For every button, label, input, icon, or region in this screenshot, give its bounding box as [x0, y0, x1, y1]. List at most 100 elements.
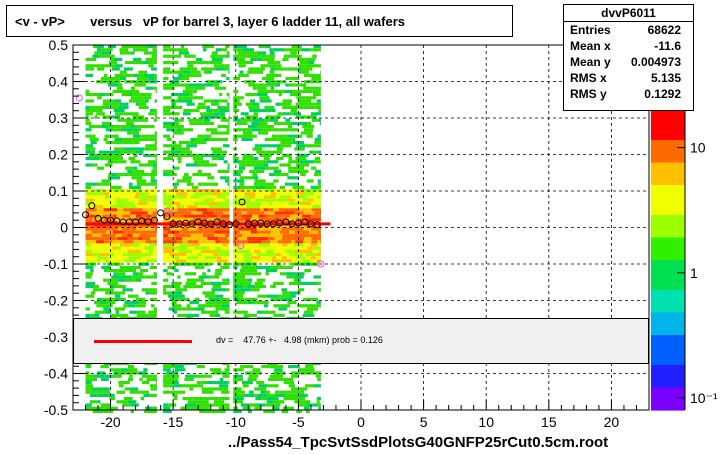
heatmap-cell	[194, 201, 200, 205]
heatmap-cell	[307, 121, 312, 125]
heatmap-cell	[195, 137, 204, 141]
heatmap-cell	[315, 105, 321, 109]
heatmap-cell	[117, 249, 122, 253]
heatmap-cell	[252, 253, 257, 257]
heatmap-cell	[91, 243, 100, 247]
heatmap-cell	[97, 67, 105, 71]
heatmap-cell	[109, 253, 114, 257]
heatmap-cell	[154, 73, 157, 77]
heatmap-cell	[163, 61, 170, 65]
heatmap-cell	[264, 217, 275, 221]
heatmap-cell	[113, 272, 117, 276]
heatmap-cell	[283, 397, 295, 401]
heatmap-cell	[85, 275, 92, 279]
heatmap-cell	[204, 294, 216, 298]
heatmap-cell	[197, 214, 207, 218]
colorbar-segment	[651, 282, 685, 291]
heatmap-cell	[305, 144, 317, 148]
heatmap-cell	[288, 182, 293, 186]
heatmap-cell	[148, 144, 157, 148]
heatmap-cell	[215, 313, 221, 317]
heatmap-cell	[135, 89, 140, 93]
heatmap-cell	[296, 144, 306, 148]
heatmap-cell	[221, 256, 229, 260]
heatmap-cell	[247, 125, 257, 129]
heatmap-cell	[133, 201, 138, 205]
heatmap-cell	[120, 265, 126, 269]
heatmap-cell	[269, 118, 279, 122]
heatmap-cell	[105, 93, 114, 97]
heatmap-cell	[221, 214, 230, 218]
heatmap-cell	[271, 134, 278, 138]
heatmap-cell	[167, 195, 178, 199]
heatmap-cell	[139, 243, 150, 247]
heatmap-cell	[119, 89, 131, 93]
heatmap-cell	[127, 230, 140, 234]
heatmap-cell	[253, 86, 257, 90]
heatmap-cell	[109, 368, 114, 372]
heatmap-cell	[236, 121, 248, 125]
heatmap-cell	[121, 128, 133, 132]
heatmap-cell	[288, 310, 298, 314]
heatmap-cell	[286, 233, 298, 237]
stats-name: dvvP6011	[564, 5, 693, 22]
heatmap-cell	[279, 230, 290, 234]
heatmap-cell	[171, 54, 182, 58]
heatmap-cell	[287, 265, 293, 269]
colorbar-segment	[651, 222, 685, 231]
heatmap-cell	[233, 118, 242, 122]
heatmap-cell	[249, 403, 258, 407]
heatmap-cell	[96, 390, 103, 394]
heatmap-cell	[298, 403, 307, 407]
heatmap-cell	[108, 105, 119, 109]
heatmap-cell	[211, 189, 220, 193]
heatmap-cell	[258, 70, 264, 74]
heatmap-cell	[137, 128, 142, 132]
heatmap-cell	[255, 192, 262, 196]
heatmap-cell	[163, 233, 169, 237]
heatmap-cell	[240, 185, 246, 189]
heatmap-cell	[102, 214, 114, 218]
heatmap-cell	[128, 195, 135, 199]
heatmap-cell	[289, 230, 295, 234]
heatmap-cell	[301, 48, 311, 52]
heatmap-cell	[96, 109, 103, 113]
heatmap-cell	[139, 93, 148, 97]
profile-point	[238, 198, 246, 206]
heatmap-cell	[312, 249, 320, 253]
heatmap-cell	[218, 99, 228, 103]
heatmap-cell	[271, 259, 281, 263]
heatmap-cell	[127, 237, 139, 241]
heatmap-cell	[148, 310, 157, 314]
heatmap-cell	[218, 64, 225, 68]
heatmap-cell	[201, 253, 214, 257]
heatmap-cell	[204, 83, 214, 87]
heatmap-cell	[202, 45, 214, 49]
profile-point	[313, 221, 321, 229]
heatmap-cell	[151, 253, 157, 257]
chart-title: <v - vP> versus vP for barrel 3, layer 6…	[6, 5, 513, 37]
heatmap-cell	[279, 246, 285, 250]
heatmap-cell	[129, 387, 139, 391]
heatmap-cell	[151, 377, 157, 381]
heatmap-cell	[123, 208, 134, 212]
heatmap-cell	[279, 400, 285, 404]
heatmap-cell	[269, 51, 275, 55]
heatmap-cell	[242, 131, 253, 135]
heatmap-cell	[172, 265, 176, 269]
heatmap-cell	[113, 99, 122, 103]
stats-box: dvvP6011 Entries 68622 Mean x -11.6 Mean…	[563, 4, 694, 111]
heatmap-cell	[129, 374, 133, 378]
heatmap-cell	[310, 64, 321, 68]
heatmap-cell	[316, 144, 321, 148]
heatmap-cell	[273, 115, 281, 119]
heatmap-cell	[163, 121, 175, 125]
heatmap-cell	[233, 173, 241, 177]
heatmap-cell	[273, 227, 282, 231]
heatmap-cell	[285, 272, 295, 276]
heatmap-cell	[294, 275, 304, 279]
heatmap-cell	[260, 256, 272, 260]
heatmap-cell	[85, 163, 93, 167]
heatmap-cell	[167, 265, 173, 269]
heatmap-cell	[195, 307, 205, 311]
